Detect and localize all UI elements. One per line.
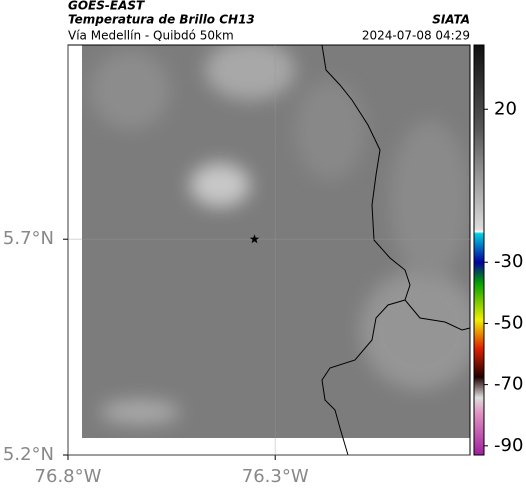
boundary: [321, 44, 471, 456]
y-tick-label: 5.2°N: [3, 444, 54, 465]
subtitle: Temperatura de Brillo CH13: [68, 13, 255, 27]
location-marker: [249, 234, 260, 244]
y-tick-label: 5.7°N: [3, 228, 54, 249]
map-frame: [67, 44, 471, 456]
colorbar-tick-label: -30: [494, 251, 523, 272]
colorbar: [473, 44, 485, 456]
colorbar-tick-label: 20: [494, 98, 517, 119]
satellite-image: [82, 45, 470, 438]
x-tick-label: 76.8°W: [35, 466, 102, 487]
title: GOES-EAST: [68, 0, 145, 13]
source: SIATA: [432, 13, 470, 27]
colorbar-tick-label: -50: [494, 312, 523, 333]
region: Vía Medellín - Quibdó 50km: [68, 29, 234, 43]
timestamp: 2024-07-08 04:29: [362, 29, 470, 43]
x-tick-label: 76.3°W: [242, 466, 309, 487]
colorbar-tick-label: -90: [494, 435, 523, 456]
colorbar-tick-label: -70: [494, 374, 523, 395]
